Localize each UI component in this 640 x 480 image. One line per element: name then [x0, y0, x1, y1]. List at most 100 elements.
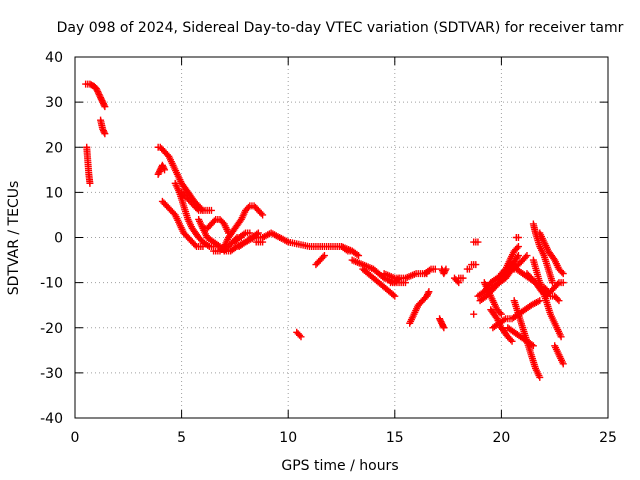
- series-arc-50: [551, 342, 567, 368]
- data-point: [507, 336, 515, 344]
- data-point: [425, 266, 433, 274]
- series-arc-10: [199, 215, 233, 237]
- y-tick-label: 40: [45, 50, 63, 66]
- series-arc-24: [406, 288, 433, 327]
- data-point: [100, 128, 108, 136]
- data-point: [320, 252, 328, 260]
- plot-frame: [74, 56, 609, 419]
- data-point: [424, 289, 432, 297]
- data-point: [474, 238, 482, 246]
- data-point: [514, 243, 522, 251]
- series-arc-08: [178, 188, 215, 214]
- data-point: [257, 209, 265, 217]
- data-point: [160, 164, 168, 172]
- data-point: [559, 279, 567, 287]
- data-point: [465, 265, 473, 273]
- data-point: [470, 310, 478, 318]
- data-point: [555, 297, 563, 305]
- data-point: [513, 244, 521, 252]
- x-tick-label: 5: [177, 430, 186, 446]
- data-point: [439, 322, 447, 330]
- series-arc-26: [436, 315, 448, 332]
- y-tick-label: -40: [40, 411, 63, 427]
- data-point: [101, 130, 109, 138]
- data-point: [557, 333, 565, 341]
- data-point: [522, 253, 530, 261]
- x-axis-label: GPS time / hours: [281, 458, 398, 474]
- data-point: [391, 292, 399, 300]
- data-point: [514, 234, 522, 241]
- data-point: [207, 206, 215, 214]
- series-arc-43: [512, 234, 522, 241]
- series-arc-05: [154, 161, 169, 178]
- data-point: [353, 250, 361, 258]
- series-arc-49: [546, 292, 563, 305]
- data-point: [559, 270, 567, 278]
- data-point: [101, 103, 109, 111]
- y-tick-label: -30: [40, 366, 63, 382]
- data-point: [204, 241, 212, 249]
- series-arc-41: [504, 324, 537, 350]
- data-point: [559, 360, 567, 368]
- x-tick-labels: 0 5 10 15 20 25: [71, 430, 617, 446]
- x-tick-label: 25: [599, 430, 617, 446]
- data-point: [297, 333, 305, 341]
- series-arc-21: [359, 265, 399, 300]
- data-point: [253, 230, 261, 238]
- data-point: [161, 166, 169, 174]
- series-arc-27: [438, 265, 450, 278]
- y-tick-label: -10: [40, 276, 63, 292]
- data-point: [199, 243, 207, 251]
- data-point: [536, 297, 544, 305]
- data-point: [500, 316, 508, 324]
- x-tick-label: 0: [71, 430, 80, 446]
- data-point: [536, 373, 544, 381]
- y-tick-label: 20: [45, 140, 63, 156]
- data-point: [508, 337, 516, 345]
- data-point: [431, 265, 439, 273]
- data-point: [342, 246, 350, 254]
- data-point: [442, 265, 450, 273]
- y-tick-label: 0: [54, 231, 63, 247]
- series-arc-31: [468, 261, 480, 269]
- series-arc-48: [536, 229, 567, 278]
- data-point: [319, 253, 327, 261]
- series-arc-01: [83, 143, 94, 187]
- series-arc-03: [97, 116, 109, 138]
- series-arc-25: [421, 265, 439, 278]
- series-arc-33: [470, 238, 482, 246]
- series-arc-37: [480, 279, 505, 318]
- data-point: [259, 238, 267, 246]
- series-arc-14: [235, 229, 262, 251]
- data-point: [497, 310, 505, 318]
- data-point: [523, 252, 531, 260]
- data-point: [395, 274, 403, 282]
- data-point: [425, 288, 433, 296]
- series-arc-47: [532, 279, 567, 300]
- data-point: [554, 280, 562, 288]
- y-tick-label: 10: [45, 185, 63, 201]
- series-arc-29: [455, 274, 467, 282]
- data-point: [514, 252, 522, 260]
- data-point: [259, 211, 267, 219]
- data-point: [244, 203, 252, 211]
- x-tick-label: 10: [279, 430, 297, 446]
- series-arc-02: [82, 80, 109, 111]
- data-point: [355, 252, 363, 260]
- data-point: [86, 179, 94, 187]
- grid: [75, 57, 608, 418]
- series-arc-17: [293, 328, 305, 341]
- data-point: [191, 241, 199, 249]
- series-arc-32: [470, 310, 478, 318]
- y-tick-labels: -40 -30 -20 -10 0 10 20 30 40: [40, 50, 63, 427]
- data-point: [441, 267, 449, 275]
- data-point: [193, 205, 201, 213]
- x-tick-label: 15: [386, 430, 404, 446]
- series-arc-39: [489, 297, 544, 332]
- data-point: [240, 230, 248, 238]
- series-arc-30: [463, 265, 473, 273]
- y-tick-label: 30: [45, 95, 63, 111]
- data-point: [472, 261, 480, 269]
- series-arc-18: [312, 252, 328, 269]
